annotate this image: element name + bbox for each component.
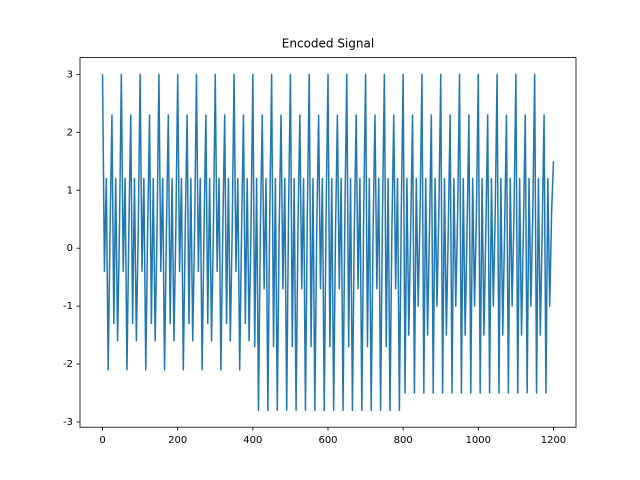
x-tick-label: 800 bbox=[394, 435, 413, 446]
x-tick-label: 600 bbox=[318, 435, 337, 446]
x-tick-label: 200 bbox=[168, 435, 187, 446]
y-tick-label: -1 bbox=[63, 301, 73, 312]
x-tick-label: 1200 bbox=[541, 435, 566, 446]
y-tick-label: 3 bbox=[67, 69, 73, 80]
signal-line bbox=[101, 73, 555, 412]
y-tick-label: -2 bbox=[63, 359, 73, 370]
y-tick-label: 1 bbox=[67, 185, 73, 196]
x-tick-label: 0 bbox=[99, 435, 105, 446]
chart-title: Encoded Signal bbox=[282, 37, 374, 51]
x-tick-label: 1000 bbox=[466, 435, 491, 446]
axes-frame bbox=[79, 57, 577, 428]
x-tick-label: 400 bbox=[243, 435, 262, 446]
y-tick-label: 2 bbox=[67, 127, 73, 138]
y-tick-label: 0 bbox=[67, 243, 73, 254]
y-tick-label: -3 bbox=[63, 417, 73, 428]
